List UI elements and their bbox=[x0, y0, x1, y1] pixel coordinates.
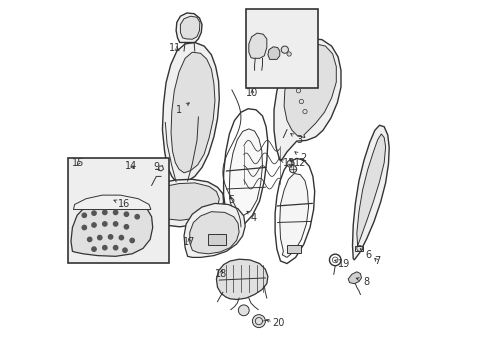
Polygon shape bbox=[153, 179, 223, 227]
Text: 1: 1 bbox=[176, 103, 189, 115]
Circle shape bbox=[113, 210, 118, 215]
Text: 18: 18 bbox=[215, 269, 227, 279]
Polygon shape bbox=[171, 52, 215, 173]
Polygon shape bbox=[275, 158, 314, 264]
Circle shape bbox=[252, 315, 265, 328]
Polygon shape bbox=[347, 272, 361, 284]
Text: 4: 4 bbox=[246, 211, 257, 223]
Circle shape bbox=[113, 222, 118, 226]
Circle shape bbox=[82, 213, 86, 217]
Circle shape bbox=[289, 166, 296, 173]
Circle shape bbox=[108, 235, 113, 239]
Text: 6: 6 bbox=[360, 249, 371, 260]
Circle shape bbox=[124, 212, 128, 216]
Polygon shape bbox=[267, 47, 279, 59]
Text: 14: 14 bbox=[125, 161, 137, 171]
Circle shape bbox=[102, 246, 107, 250]
Circle shape bbox=[92, 247, 96, 251]
Circle shape bbox=[238, 305, 249, 316]
Text: 7: 7 bbox=[373, 256, 380, 266]
Text: 9: 9 bbox=[153, 162, 160, 172]
Polygon shape bbox=[216, 259, 267, 300]
Polygon shape bbox=[273, 39, 340, 160]
Circle shape bbox=[98, 235, 102, 240]
Text: 15: 15 bbox=[72, 158, 84, 168]
Bar bbox=[208, 234, 225, 245]
Polygon shape bbox=[279, 174, 308, 257]
Polygon shape bbox=[189, 212, 239, 254]
Polygon shape bbox=[151, 176, 161, 198]
Circle shape bbox=[135, 215, 139, 219]
Text: 12: 12 bbox=[289, 158, 305, 168]
Text: 3: 3 bbox=[290, 134, 302, 145]
Circle shape bbox=[92, 223, 96, 227]
Circle shape bbox=[286, 52, 291, 56]
Polygon shape bbox=[73, 195, 151, 210]
Polygon shape bbox=[183, 203, 244, 257]
Text: 2: 2 bbox=[294, 152, 306, 163]
Polygon shape bbox=[157, 183, 219, 220]
Polygon shape bbox=[180, 16, 200, 39]
Circle shape bbox=[119, 235, 123, 240]
Circle shape bbox=[113, 246, 118, 250]
Polygon shape bbox=[176, 13, 202, 42]
Circle shape bbox=[130, 238, 134, 243]
Polygon shape bbox=[248, 33, 266, 58]
Circle shape bbox=[102, 210, 107, 215]
Text: 8: 8 bbox=[356, 276, 368, 287]
Circle shape bbox=[102, 222, 107, 226]
Polygon shape bbox=[162, 42, 219, 183]
Circle shape bbox=[82, 225, 86, 230]
Text: 11: 11 bbox=[168, 42, 181, 53]
Bar bbox=[246, 9, 318, 88]
Circle shape bbox=[286, 160, 294, 167]
Polygon shape bbox=[356, 134, 385, 249]
Polygon shape bbox=[284, 44, 336, 138]
Polygon shape bbox=[352, 125, 388, 260]
Bar bbox=[286, 245, 300, 253]
Circle shape bbox=[87, 237, 92, 242]
Text: 20: 20 bbox=[266, 318, 285, 328]
Text: 17: 17 bbox=[183, 237, 195, 247]
Circle shape bbox=[122, 248, 127, 252]
Circle shape bbox=[124, 225, 128, 229]
Polygon shape bbox=[71, 199, 152, 256]
Bar bbox=[68, 158, 168, 263]
Text: 5: 5 bbox=[228, 195, 234, 205]
Circle shape bbox=[281, 46, 288, 53]
Circle shape bbox=[92, 211, 96, 215]
Text: 13: 13 bbox=[280, 158, 295, 168]
Text: 19: 19 bbox=[334, 258, 349, 269]
Polygon shape bbox=[229, 129, 262, 215]
Polygon shape bbox=[223, 109, 267, 226]
Bar bbox=[355, 246, 363, 251]
Text: 16: 16 bbox=[114, 199, 130, 210]
Text: 10: 10 bbox=[246, 88, 258, 98]
